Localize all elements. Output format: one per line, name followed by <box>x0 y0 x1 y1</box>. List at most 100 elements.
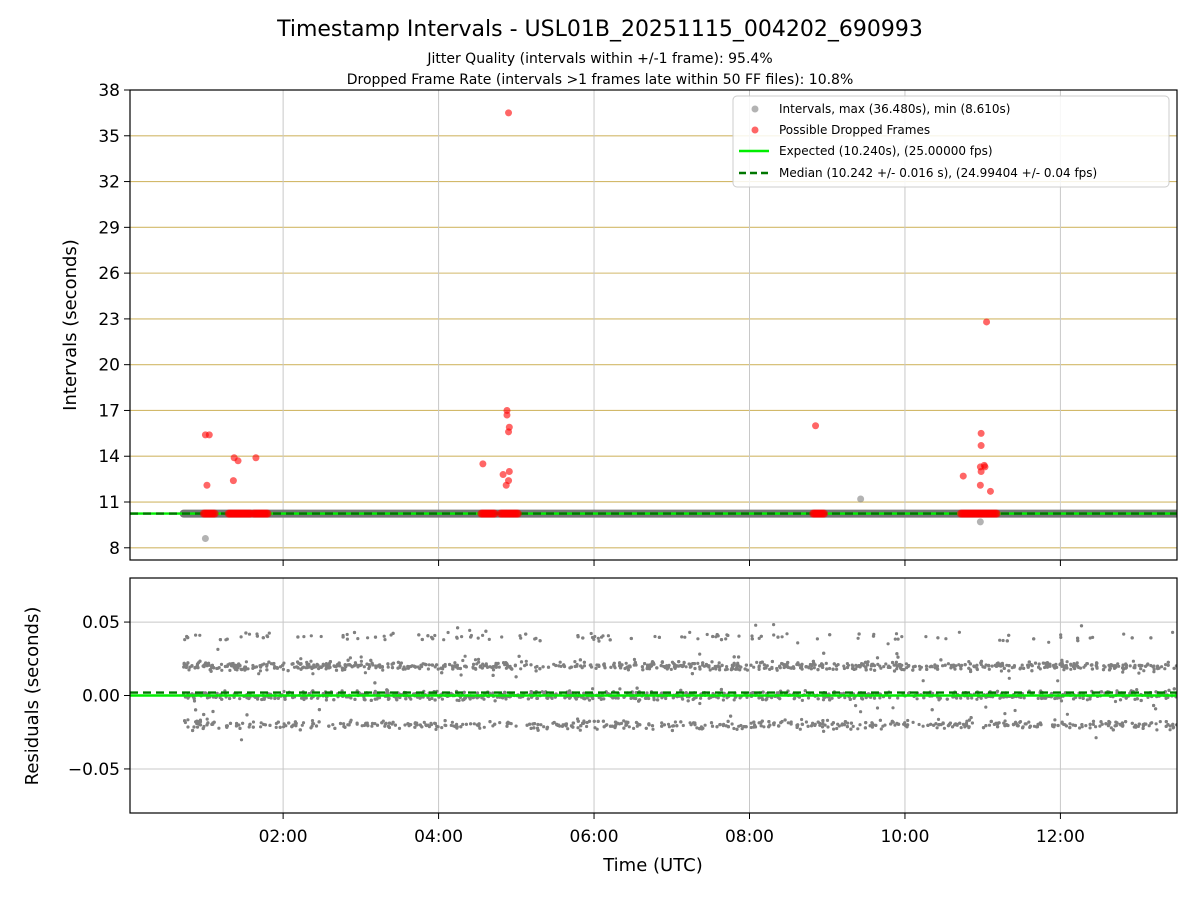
residual-point <box>834 664 839 668</box>
residual-point <box>618 661 622 666</box>
residual-point <box>777 724 781 728</box>
residual-point <box>1116 662 1120 666</box>
residual-point <box>442 638 446 642</box>
residual-point <box>195 725 200 729</box>
residual-point <box>1094 725 1098 729</box>
residual-point <box>485 665 490 669</box>
x-tick-label: 02:00 <box>259 827 308 847</box>
residual-point <box>475 696 479 700</box>
residual-point <box>283 697 287 701</box>
residual-point <box>426 634 430 638</box>
chart-title: Timestamp Intervals - USL01B_20251115_00… <box>276 17 923 42</box>
residual-point <box>789 722 793 726</box>
residual-point <box>929 664 934 668</box>
residual-point <box>1085 698 1089 702</box>
residual-point <box>518 634 522 638</box>
residual-point <box>882 665 886 669</box>
residual-point <box>426 667 430 671</box>
residual-point <box>239 667 243 671</box>
residual-point <box>494 661 498 666</box>
residual-point <box>581 636 585 640</box>
residual-point <box>905 666 909 670</box>
residual-point <box>348 656 352 660</box>
residual-point <box>1121 670 1125 674</box>
residual-point <box>770 659 775 664</box>
residual-point <box>247 725 251 729</box>
residual-point <box>673 663 677 667</box>
residual-point <box>667 725 672 729</box>
residual-point <box>190 664 194 668</box>
residual-point <box>762 663 767 667</box>
residual-point <box>509 666 513 671</box>
residual-point <box>491 673 495 678</box>
dropped-frame-cluster-5-point <box>820 509 829 518</box>
residual-point <box>622 726 626 730</box>
residual-point <box>431 637 435 641</box>
residual-point <box>820 662 824 666</box>
residual-point <box>377 663 381 667</box>
residual-point <box>1064 664 1068 668</box>
residual-point <box>832 727 836 731</box>
residual-point <box>1059 633 1063 637</box>
residual-point <box>278 725 282 729</box>
residual-point <box>681 663 686 668</box>
residual-point <box>919 665 924 669</box>
residual-point <box>707 696 711 700</box>
residual-point <box>822 651 826 655</box>
residual-point <box>935 665 939 669</box>
residual-point <box>724 637 728 641</box>
residual-point <box>534 665 538 669</box>
residual-point <box>1065 712 1069 716</box>
residual-point <box>729 668 734 672</box>
residual-point <box>1016 724 1020 728</box>
residual-point <box>896 696 900 700</box>
residual-point <box>743 667 747 671</box>
residual-point <box>979 661 983 665</box>
residual-point <box>697 727 702 731</box>
residual-point <box>688 665 692 669</box>
residual-point <box>959 664 963 668</box>
residual-point <box>377 696 382 700</box>
residual-point <box>1036 696 1040 701</box>
residual-point <box>182 662 186 666</box>
dropped-frame-point-12 <box>505 428 513 436</box>
residual-point <box>975 697 979 701</box>
residuals-plot-area <box>130 623 1177 742</box>
residual-point <box>328 660 332 664</box>
residual-point <box>863 660 868 664</box>
dropped-frame-point-13 <box>505 467 513 475</box>
residual-point <box>406 666 410 670</box>
residual-point <box>806 724 810 728</box>
residual-point <box>269 696 273 700</box>
residual-point <box>251 720 256 724</box>
residual-point <box>722 722 726 726</box>
residual-point <box>845 665 850 670</box>
residual-point <box>228 696 232 701</box>
residual-point <box>482 664 486 668</box>
residual-point <box>764 698 768 702</box>
residual-point <box>395 698 399 702</box>
residual-point <box>695 726 699 730</box>
residual-point <box>884 662 888 666</box>
residual-point <box>587 698 592 702</box>
residual-point <box>209 669 213 673</box>
residual-point <box>383 638 387 642</box>
residual-point <box>403 667 407 671</box>
residual-point <box>1078 726 1082 730</box>
residual-point <box>627 664 631 668</box>
residual-point <box>228 721 233 726</box>
residual-point <box>989 719 993 724</box>
residual-point <box>359 655 363 659</box>
residual-point <box>576 726 580 730</box>
residual-point <box>972 664 976 668</box>
residual-point <box>464 722 468 726</box>
residual-point <box>1027 660 1031 664</box>
residual-point <box>1007 664 1011 668</box>
residual-point <box>749 721 753 725</box>
residual-point <box>275 666 279 670</box>
residual-point <box>666 722 671 726</box>
residual-point <box>554 663 558 668</box>
residual-point <box>964 721 969 726</box>
dropped-frame-point-5 <box>252 454 260 462</box>
residual-point <box>464 664 468 668</box>
